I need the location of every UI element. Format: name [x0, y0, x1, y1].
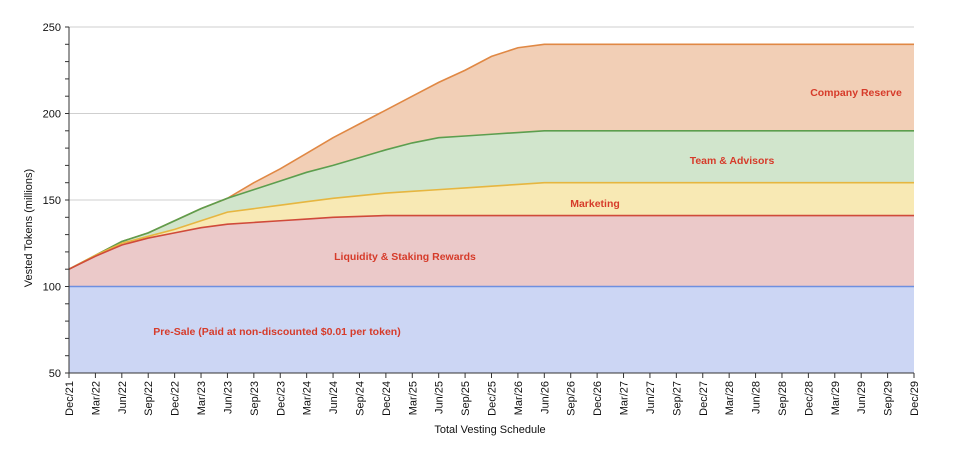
x-tick-label: Sep/23 — [249, 381, 261, 416]
area-3 — [69, 130, 914, 270]
x-tick-label: Jun/24 — [328, 381, 340, 414]
y-tick-label: 50 — [49, 368, 61, 380]
x-tick-label: Dec/29 — [909, 381, 921, 416]
x-tick-label: Mar/23 — [196, 381, 208, 415]
y-tick-label: 250 — [43, 22, 61, 34]
x-tick-label: Sep/26 — [566, 381, 578, 416]
y-tick-label: 200 — [43, 109, 61, 121]
x-tick-label: Jun/23 — [222, 381, 234, 414]
x-tick-label: Sep/22 — [143, 381, 155, 416]
area-label: Liquidity & Staking Rewards — [334, 251, 476, 263]
x-tick-label: Mar/26 — [513, 381, 525, 415]
x-tick-label: Jun/28 — [751, 381, 763, 414]
x-tick-label: Mar/29 — [830, 381, 842, 415]
area-0 — [69, 286, 914, 373]
x-tick-label: Mar/28 — [724, 381, 736, 415]
x-tick-label: Dec/21 — [64, 381, 76, 416]
x-tick-label: Sep/24 — [354, 381, 366, 416]
series-line-2 — [68, 181, 914, 270]
y-axis-title: Vested Tokens (millions) — [23, 169, 35, 287]
area-4 — [69, 44, 914, 270]
x-tick-label: Sep/29 — [883, 381, 895, 416]
line-layer — [68, 43, 914, 288]
series-line-3 — [68, 130, 914, 270]
area-label: Marketing — [570, 198, 620, 210]
x-tick-label: Dec/24 — [381, 381, 393, 416]
axis-layer: 50 100 150 200 250 Dec/21 Mar/22 Jun/22 Sep/22 De… — [43, 22, 921, 416]
x-tick-label: Jun/22 — [117, 381, 129, 414]
x-tick-label: Sep/27 — [671, 381, 683, 416]
x-tick-label: Dec/28 — [803, 381, 815, 416]
y-tick-label: 100 — [43, 282, 61, 294]
x-tick-label: Jun/26 — [539, 381, 551, 414]
x-tick-label: Dec/25 — [487, 381, 499, 416]
series-line-1 — [68, 214, 914, 270]
area-layer — [69, 44, 914, 373]
x-tick-label: Sep/28 — [777, 381, 789, 416]
x-tick-label: Dec/27 — [698, 381, 710, 416]
x-tick-label: Dec/26 — [592, 381, 604, 416]
x-tick-label: Dec/23 — [275, 381, 287, 416]
x-tick-label: Mar/27 — [619, 381, 631, 415]
x-tick-label: Mar/22 — [90, 381, 102, 415]
x-tick-label: Jun/27 — [645, 381, 657, 414]
y-tick-label: 150 — [43, 195, 61, 207]
area-label: Pre-Sale (Paid at non-discounted $0.01 p… — [153, 326, 400, 338]
label-layer: Company Reserve Team & Advisors Marketing L… — [153, 87, 902, 338]
area-label: Team & Advisors — [690, 155, 775, 167]
x-tick-label: Sep/25 — [460, 381, 472, 416]
area-1 — [69, 215, 914, 287]
x-tick-label: Mar/24 — [302, 381, 314, 415]
area-label: Company Reserve — [810, 87, 902, 99]
x-tick-label: Jun/29 — [856, 381, 868, 414]
x-tick-label: Mar/25 — [407, 381, 419, 415]
area-2 — [69, 182, 914, 270]
x-axis-title: Total Vesting Schedule — [434, 424, 545, 436]
x-tick-label: Jun/25 — [434, 381, 446, 414]
x-tick-label: Dec/22 — [170, 381, 182, 416]
